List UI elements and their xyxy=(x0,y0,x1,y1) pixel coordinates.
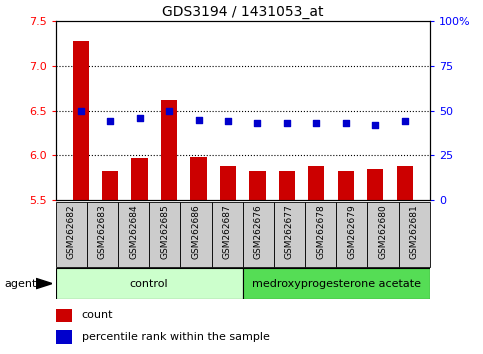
Text: GSM262682: GSM262682 xyxy=(67,204,76,259)
Bar xyxy=(220,166,236,200)
Point xyxy=(371,122,379,128)
Text: GSM262679: GSM262679 xyxy=(347,204,356,259)
Bar xyxy=(190,157,207,200)
Bar xyxy=(279,171,295,200)
Bar xyxy=(212,202,242,267)
Text: GSM262676: GSM262676 xyxy=(254,204,263,259)
Bar xyxy=(72,41,89,200)
Bar xyxy=(338,171,354,200)
Bar xyxy=(149,202,180,267)
Text: control: control xyxy=(130,279,169,289)
Point xyxy=(283,120,291,126)
Bar xyxy=(56,309,72,322)
Bar xyxy=(161,100,177,200)
Point xyxy=(195,117,202,122)
Bar xyxy=(367,169,384,200)
Bar xyxy=(242,268,430,299)
Point xyxy=(165,108,173,113)
Point xyxy=(106,119,114,124)
Text: GSM262683: GSM262683 xyxy=(98,204,107,259)
Bar xyxy=(87,202,118,267)
Point xyxy=(254,120,261,126)
Bar xyxy=(305,202,336,267)
Text: GSM262684: GSM262684 xyxy=(129,204,138,259)
Bar xyxy=(180,202,212,267)
Polygon shape xyxy=(36,279,52,289)
Point xyxy=(224,119,232,124)
Bar xyxy=(56,268,242,299)
Bar xyxy=(308,166,325,200)
Bar xyxy=(274,202,305,267)
Text: GSM262680: GSM262680 xyxy=(379,204,387,259)
Text: GSM262687: GSM262687 xyxy=(223,204,232,259)
Text: GSM262686: GSM262686 xyxy=(191,204,200,259)
Bar xyxy=(242,202,274,267)
Point xyxy=(401,119,409,124)
Bar xyxy=(397,166,413,200)
Point xyxy=(77,108,85,113)
Point xyxy=(313,120,320,126)
Bar xyxy=(56,202,87,267)
Bar xyxy=(336,202,368,267)
Bar xyxy=(102,171,118,200)
Text: agent: agent xyxy=(5,279,37,289)
Title: GDS3194 / 1431053_at: GDS3194 / 1431053_at xyxy=(162,5,324,19)
Bar xyxy=(249,171,266,200)
Text: count: count xyxy=(82,310,113,320)
Bar xyxy=(368,202,398,267)
Text: medroxyprogesterone acetate: medroxyprogesterone acetate xyxy=(252,279,421,289)
Text: GSM262678: GSM262678 xyxy=(316,204,325,259)
Point xyxy=(342,120,350,126)
Text: GSM262677: GSM262677 xyxy=(285,204,294,259)
Text: GSM262681: GSM262681 xyxy=(410,204,419,259)
Bar xyxy=(398,202,430,267)
Point xyxy=(136,115,143,121)
Bar xyxy=(118,202,149,267)
Text: GSM262685: GSM262685 xyxy=(160,204,169,259)
Bar xyxy=(56,330,72,343)
Bar xyxy=(131,158,148,200)
Text: percentile rank within the sample: percentile rank within the sample xyxy=(82,332,270,342)
